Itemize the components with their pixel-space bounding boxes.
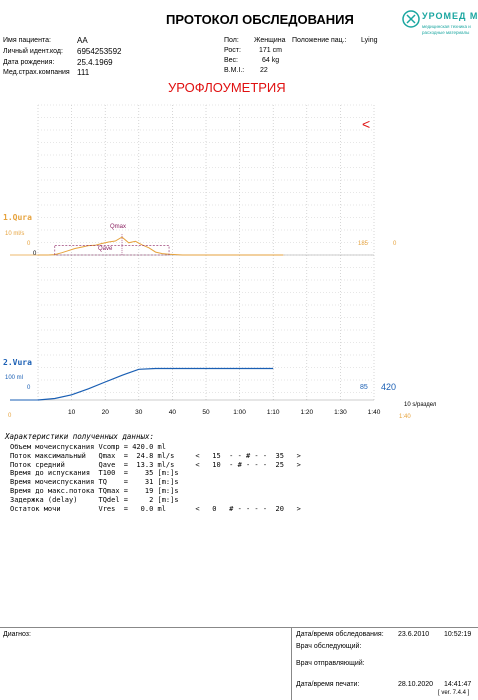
flow-right-value: 185 [358,241,369,247]
patient-bmi: 22 [260,67,268,74]
x-tick-label: 1:40 [368,409,381,416]
patient-name-label: Имя пациента: [3,37,51,44]
volume-line [37,367,274,401]
characteristics-row: Остаток мочи Vres = 0.0 ml < 0 # - - - -… [10,504,301,513]
characteristics-row: Время мочеиспускания TQ = 31 [m:]s [10,478,179,487]
x-tick-label: 30 [135,409,143,416]
x-tick-label: 40 [169,409,177,416]
volume-series-unit: 100 ml [5,375,24,381]
x-tick-label: 10 [68,409,76,416]
page-subtitle: УРОФЛОУМЕТРИЯ [168,80,286,95]
volume-series [10,367,274,401]
exam-time: 10:52:19 [444,631,472,638]
flow-left-zero: 0 [27,241,31,247]
patient-id: 6954253592 [77,47,122,56]
chart-grid [10,104,375,401]
diagnosis-label: Диагноз: [3,631,31,638]
patient-weight-label: Вес: [224,57,239,64]
x-axis-unit: 10 s/раздел [404,402,437,408]
characteristics-row: Время до макс.потока TQmax = 19 [m:]s [10,487,179,495]
volume-series-title: 2.Vura [3,358,32,367]
flow-right-zero: 0 [393,241,397,247]
x-axis-zero: 0 [8,413,12,419]
logo-subtext: расходные материалы [422,30,470,35]
doctor-examining-label: Врач обследующий: [296,643,362,650]
volume-left-zero: 0 [27,385,31,391]
patient-weight: 64 kg [262,57,280,64]
print-time: 14:41:47 [444,681,472,688]
footer-divider [0,627,478,628]
characteristics-row: Поток максимальный Qmax = 24.8 ml/s < 15… [10,451,301,460]
patient-position: Lying [361,37,378,44]
characteristics-title: Характеристики полученных данных: [5,432,155,441]
characteristics-row: Поток средний Qave = 13.3 ml/s < 10 - # … [10,460,301,469]
footer-divider-vertical [291,627,292,700]
uroflow-chart: 10 20 30 40 50 1:00 1:10 1:20 1:30 1:40 [10,104,381,416]
flow-series-unit: 10 ml/s [5,231,25,237]
x-axis: 10 20 30 40 50 1:00 1:10 1:20 1:30 1:40 [68,409,381,416]
patient-bmi-label: B.M.I.: [224,67,245,74]
x-tick-label: 1:30 [334,409,347,416]
patient-height: 171 cm [259,47,282,54]
x-tick-label: 1:20 [300,409,313,416]
patient-dob-label: Дата рождения: [3,59,55,66]
patient-sex: Женщина [254,37,286,44]
qave-annotation: Qave [98,246,113,252]
patient-sex-label: Пол: [224,37,239,44]
volume-right-value-2: 420 [381,382,397,392]
patient-insurance: 111 [77,68,90,77]
flow-series-title: 1.Qura [3,213,32,222]
exam-date: 23.6.2010 [398,631,430,638]
exam-label: Дата/время обследования: [296,631,384,638]
logo-subtext: медицинская техника и [422,24,471,29]
logo-icon [402,10,420,28]
logo-text: УРОМЕД М [422,11,478,21]
characteristics-row: Объем мочеиспускания Vcomp = 420.0 ml [10,443,166,451]
x-tick-label: 1:00 [233,409,246,416]
patient-dob: 25.4.1969 [77,58,113,67]
qmax-annotation: Qmax [110,224,127,230]
patient-id-label: Личный идент.код: [3,48,63,55]
characteristics-row: Время до испускания T100 = 35 [m:]s [10,469,179,478]
x-axis-extra: 1:40 [399,414,411,420]
volume-right-value: 85 [360,384,368,391]
flow-left-zero-2: 0 [33,251,37,257]
patient-name: AA [77,36,88,45]
page-title: ПРОТОКОЛ ОБСЛЕДОВАНИЯ [166,12,354,27]
print-label: Дата/время печати: [296,681,360,688]
x-tick-label: 50 [202,409,210,416]
chart-marker: < [362,116,371,132]
doctor-referring-label: Врач отправляющий: [296,660,365,667]
x-tick-label: 20 [102,409,110,416]
version: [ ver. 7.4.4 ] [438,690,470,696]
characteristics-row: Задержка (delay) TQdel = 2 [m:]s [10,495,179,504]
print-date: 28.10.2020 [398,681,434,688]
patient-height-label: Рост: [224,47,241,54]
x-tick-label: 1:10 [267,409,280,416]
qave-box [54,245,170,256]
patient-insurance-label: Мед.страх.компания [3,69,70,76]
flow-line [48,236,284,256]
flow-series [38,234,284,256]
patient-position-label: Положение пац.: [292,37,347,44]
